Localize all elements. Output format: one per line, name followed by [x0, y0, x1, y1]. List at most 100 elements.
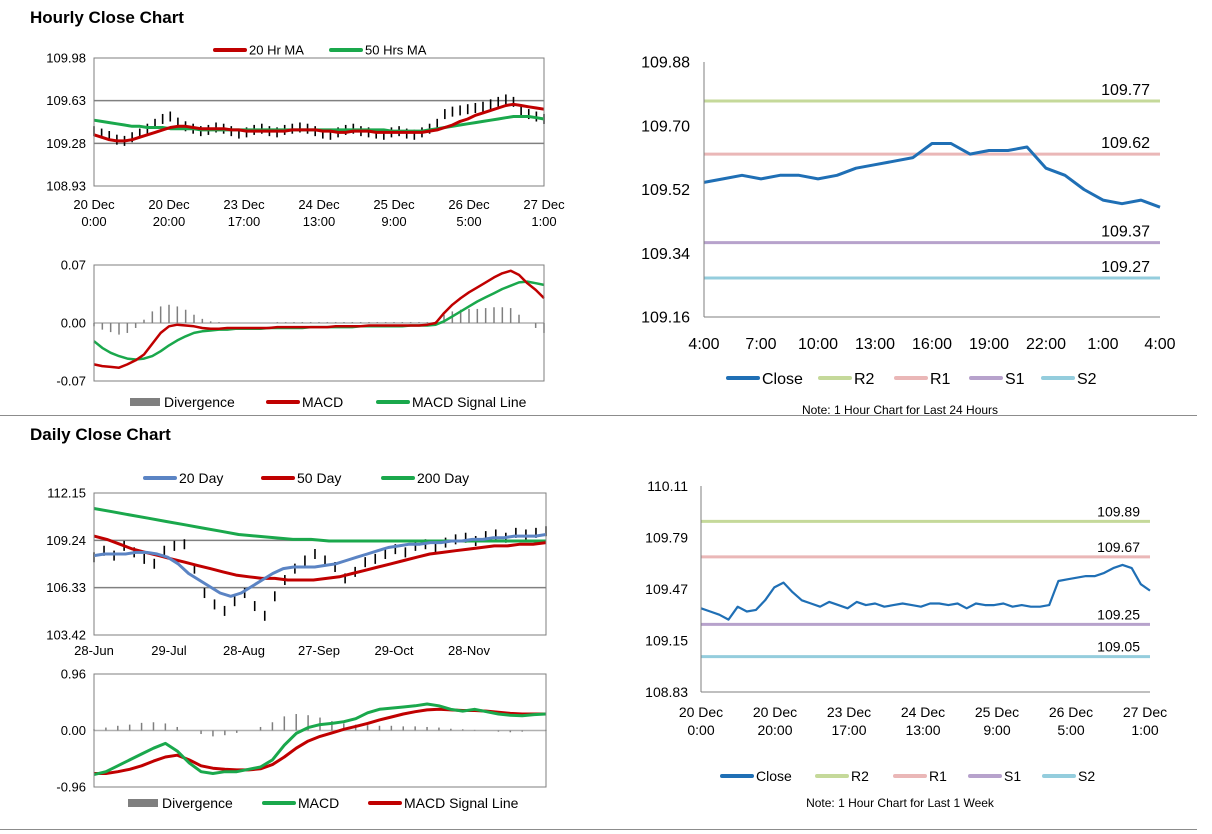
hw-x-tick-label: 27 Dec — [1123, 704, 1167, 720]
hp-legend-label: 20 Hr MA — [249, 43, 304, 58]
hm-legend-swatch — [130, 398, 160, 406]
hw-y-tick-label: 110.11 — [647, 478, 688, 494]
dp-ma20-line — [93, 533, 547, 598]
dm-macd-line — [93, 702, 547, 777]
hp-x-tick-label: 23 Dec — [223, 197, 265, 212]
dp-legend-label: 200 Day — [417, 470, 469, 486]
hp-ma20-line — [93, 102, 545, 143]
hourly-macd-chart: 0.07 0.00 -0.07 Divergence MACD MACD Signal L… — [56, 258, 545, 410]
dm-legend-label: MACD — [298, 795, 339, 811]
hp-y-tick-label: 108.93 — [46, 179, 86, 194]
hw-x-tick-label: 5:00 — [1057, 722, 1084, 738]
h24-level-label: 109.37 — [1101, 224, 1150, 241]
hourly-section-title: Hourly Close Chart — [30, 8, 184, 27]
hm-y-tick-label: 0.00 — [61, 316, 86, 331]
hp-x-tick-label: 24 Dec — [298, 197, 340, 212]
hp-x-tick-label: 25 Dec — [373, 197, 415, 212]
hw-level-label: 109.67 — [1097, 539, 1140, 555]
hourly-price-chart: 109.98 109.63 109.28 108.93 20 Dec 0:00 20 Dec… — [46, 43, 565, 229]
h24-x-tick-label: 22:00 — [1026, 336, 1066, 353]
hm-plot-frame — [93, 264, 545, 382]
hw-x-tick-label: 20 Dec — [679, 704, 723, 720]
h24-y-tick-label: 109.88 — [641, 55, 690, 72]
hp-x-tick-label: 0:00 — [81, 214, 106, 229]
h24-x-tick-label: 4:00 — [1144, 336, 1175, 353]
dp-x-tick-label: 27-Sep — [298, 643, 340, 658]
h24-y-tick-label: 109.52 — [641, 182, 690, 199]
hw-legend-label: S2 — [1078, 768, 1095, 784]
dp-y-tick-label: 103.42 — [46, 628, 86, 643]
h24-x-tick-label: 4:00 — [688, 336, 719, 353]
hp-x-tick-label: 17:00 — [228, 214, 261, 229]
h24-legend-label: Close — [762, 371, 803, 388]
hourly-24h-chart: 109.77 109.62 109.37 109.27 109.88 109.70 109.… — [641, 55, 1176, 417]
h24-x-tick-label: 19:00 — [969, 336, 1009, 353]
hp-x-tick-label: 20 Dec — [148, 197, 190, 212]
hw-x-tick-label: 20 Dec — [753, 704, 797, 720]
dp-y-tick-label: 109.24 — [46, 533, 86, 548]
hp-y-tick-label: 109.28 — [46, 136, 86, 151]
hw-legend-label: R2 — [851, 768, 869, 784]
dp-x-tick-label: 29-Oct — [374, 643, 413, 658]
daily-macd-chart: 0.96 0.00 -0.96 Divergence MACD MACD Signal L… — [56, 667, 547, 811]
hw-legend-label: R1 — [929, 768, 947, 784]
hw-x-tick-label: 13:00 — [905, 722, 940, 738]
hp-x-tick-label: 27 Dec — [523, 197, 565, 212]
hw-note: Note: 1 Hour Chart for Last 1 Week — [806, 796, 995, 810]
hp-y-tick-label: 109.63 — [46, 93, 86, 108]
hm-legend-label: MACD — [302, 394, 343, 410]
hm-legend-label: MACD Signal Line — [412, 394, 527, 410]
dp-x-tick-label: 28-Nov — [448, 643, 490, 658]
hw-x-tick-label: 9:00 — [983, 722, 1010, 738]
section-divider-1 — [0, 415, 1197, 416]
hw-x-tick-label: 0:00 — [687, 722, 714, 738]
dp-legend-label: 50 Day — [297, 470, 341, 486]
dm-y-tick-label: 0.96 — [61, 667, 86, 682]
h24-y-tick-label: 109.34 — [641, 246, 690, 263]
h24-level-label: 109.62 — [1101, 135, 1150, 152]
hw-x-tick-label: 26 Dec — [1049, 704, 1093, 720]
hp-x-tick-label: 20:00 — [153, 214, 186, 229]
dp-plot-frame — [93, 492, 547, 636]
dp-y-tick-label: 106.33 — [46, 580, 86, 595]
dm-legend-swatch — [128, 799, 158, 807]
hw-legend-label: S1 — [1004, 768, 1021, 784]
dp-ma200-line — [93, 507, 546, 543]
dm-y-tick-label: -0.96 — [56, 780, 86, 795]
hp-x-tick-label: 26 Dec — [448, 197, 490, 212]
h24-x-tick-label: 7:00 — [745, 336, 776, 353]
hw-level-label: 109.89 — [1097, 503, 1140, 519]
hm-signal-line — [93, 280, 545, 361]
hw-level-label: 109.05 — [1097, 639, 1140, 655]
hm-legend-label: Divergence — [164, 394, 235, 410]
hw-x-tick-label: 20:00 — [757, 722, 792, 738]
hp-x-tick-label: 20 Dec — [73, 197, 115, 212]
dp-ma50-line — [93, 534, 547, 582]
hw-y-tick-label: 109.15 — [645, 632, 688, 648]
dm-plot-frame — [93, 673, 547, 788]
hw-level-label: 109.25 — [1097, 606, 1140, 622]
dm-y-tick-label: 0.00 — [61, 723, 86, 738]
h24-legend-label: R2 — [854, 371, 875, 388]
hm-macd-line — [93, 269, 545, 369]
dp-legend-label: 20 Day — [179, 470, 223, 486]
hp-x-tick-label: 5:00 — [456, 214, 481, 229]
hw-x-tick-label: 17:00 — [831, 722, 866, 738]
dp-x-tick-label: 28-Aug — [223, 643, 265, 658]
hourly-1week-chart: 109.89 109.67 109.25 109.05 110.11 109.79 109.… — [645, 478, 1167, 810]
h24-x-tick-label: 16:00 — [912, 336, 952, 353]
hw-close-line — [700, 563, 1151, 621]
hw-x-tick-label: 23 Dec — [827, 704, 871, 720]
dp-x-tick-label: 29-Jul — [151, 643, 187, 658]
h24-y-tick-label: 109.16 — [641, 310, 690, 327]
h24-legend-label: S1 — [1005, 371, 1025, 388]
hp-legend-label: 50 Hrs MA — [365, 43, 427, 58]
hw-y-tick-label: 109.47 — [645, 581, 688, 597]
h24-legend-label: R1 — [930, 371, 951, 388]
dm-legend-label: Divergence — [162, 795, 233, 811]
hw-x-tick-label: 1:00 — [1131, 722, 1158, 738]
h24-x-tick-label: 10:00 — [798, 336, 838, 353]
h24-y-tick-label: 109.70 — [641, 118, 690, 135]
h24-close-line — [703, 142, 1161, 209]
